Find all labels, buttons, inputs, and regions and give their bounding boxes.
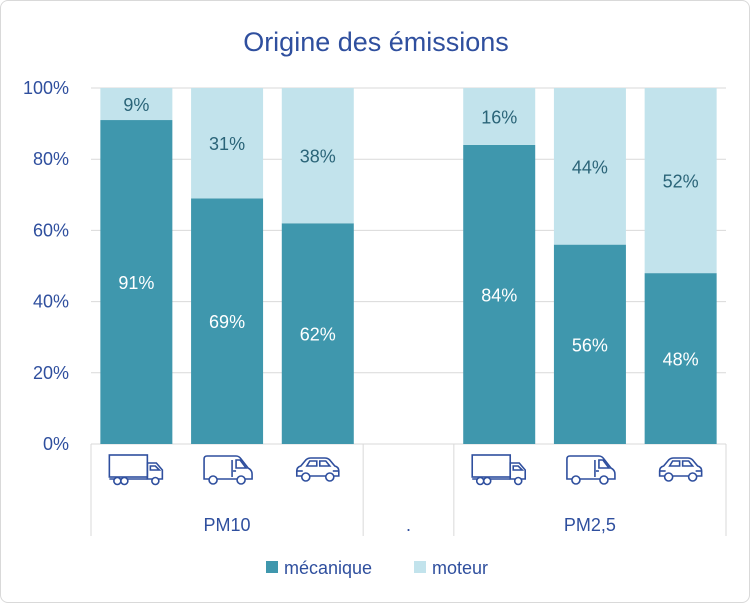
bar-segment-moteur bbox=[191, 88, 264, 199]
y-tick-label: 0% bbox=[43, 434, 69, 454]
bar-segment-moteur bbox=[100, 88, 173, 121]
car-icon bbox=[295, 457, 340, 482]
bar-segment-mecanique bbox=[644, 273, 717, 444]
data-label-mecanique: 62% bbox=[300, 325, 336, 345]
y-tick-label: 100% bbox=[23, 78, 69, 98]
group-label: PM10 bbox=[204, 515, 251, 535]
bar-segment-mecanique bbox=[100, 120, 173, 444]
bar-segment-moteur bbox=[463, 88, 536, 145]
data-label-moteur: 31% bbox=[209, 134, 245, 154]
chart-title: Origine des émissions bbox=[243, 27, 509, 57]
data-label-mecanique: 84% bbox=[481, 285, 517, 305]
y-tick-label: 60% bbox=[33, 220, 69, 240]
data-label-mecanique: 69% bbox=[209, 312, 245, 332]
y-tick-label: 80% bbox=[33, 149, 69, 169]
legend-swatch bbox=[414, 561, 426, 573]
van-icon bbox=[203, 455, 253, 485]
car-icon bbox=[658, 457, 703, 482]
data-label-moteur: 9% bbox=[123, 95, 149, 115]
bar-segment-moteur bbox=[644, 88, 717, 274]
bar-segment-moteur bbox=[281, 88, 354, 224]
bar-segment-mecanique bbox=[281, 223, 354, 444]
legend-swatch bbox=[266, 561, 278, 573]
group-label: PM2,5 bbox=[564, 515, 616, 535]
truck-icon bbox=[108, 454, 164, 486]
data-label-mecanique: 48% bbox=[663, 350, 699, 370]
data-label-mecanique: 56% bbox=[572, 335, 608, 355]
van-icon bbox=[566, 455, 616, 485]
bar-segment-mecanique bbox=[191, 198, 264, 444]
bar-segment-mecanique bbox=[463, 144, 536, 444]
legend: mécanique moteur bbox=[266, 558, 488, 578]
y-tick-label: 40% bbox=[33, 292, 69, 312]
data-label-moteur: 16% bbox=[481, 107, 517, 127]
bar-segment-moteur bbox=[553, 88, 626, 245]
group-label: . bbox=[406, 515, 411, 535]
legend-label: mécanique bbox=[284, 558, 372, 578]
data-label-moteur: 44% bbox=[572, 157, 608, 177]
data-label-mecanique: 91% bbox=[118, 273, 154, 293]
data-label-moteur: 52% bbox=[663, 172, 699, 192]
bar-segment-mecanique bbox=[553, 244, 626, 444]
y-tick-label: 20% bbox=[33, 363, 69, 383]
legend-label: moteur bbox=[432, 558, 488, 578]
data-label-moteur: 38% bbox=[300, 147, 336, 167]
truck-icon bbox=[471, 454, 527, 486]
